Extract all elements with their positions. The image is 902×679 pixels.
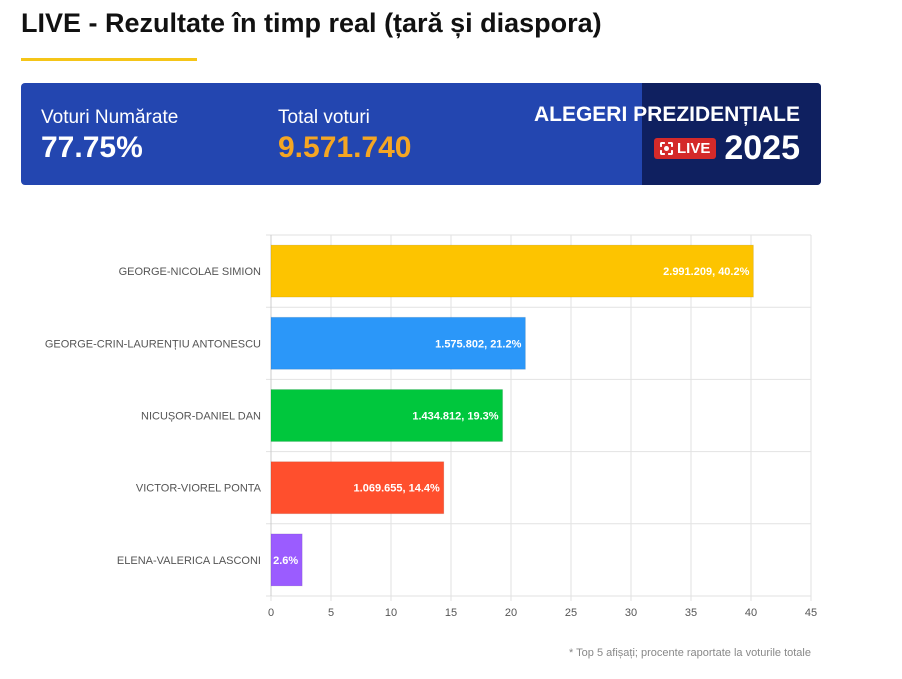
data-label: 2.6% <box>273 555 298 567</box>
bar <box>270 533 303 587</box>
category-label: NICUȘOR-DANIEL DAN <box>141 411 261 423</box>
year: 2025 <box>724 129 800 167</box>
data-label: 1.069.655, 14.4% <box>354 483 440 495</box>
bar <box>270 244 754 298</box>
category-label: GEORGE-NICOLAE SIMION <box>119 266 261 278</box>
results-banner: Voturi Numărate 77.75% Total voturi 9.57… <box>21 83 821 185</box>
live-icon <box>660 142 674 155</box>
counted-value: 77.75% <box>41 131 143 164</box>
total-stat: Total voturi 9.571.740 <box>278 107 411 165</box>
brand-title: ALEGERI PREZIDENȚIALE <box>533 103 800 126</box>
x-tick-label: 10 <box>385 607 397 619</box>
category-label: ELENA-VALERICA LASCONI <box>117 555 261 567</box>
banner-brand-panel <box>642 83 821 185</box>
bar <box>270 316 526 370</box>
category-label: VICTOR-VIOREL PONTA <box>136 483 262 495</box>
x-tick-label: 0 <box>268 607 274 619</box>
bar <box>270 389 504 442</box>
data-label: 2.991.209, 40.2% <box>663 266 749 278</box>
counted-label: Voturi Numărate <box>41 107 179 128</box>
title-underline <box>21 58 197 61</box>
x-tick-label: 40 <box>745 607 757 619</box>
x-tick-label: 15 <box>445 607 457 619</box>
page-title: LIVE - Rezultate în timp real (țară și d… <box>21 8 602 38</box>
category-label: GEORGE-CRIN-LAURENȚIU ANTONESCU <box>45 338 261 350</box>
live-label: LIVE <box>677 140 711 157</box>
x-tick-label: 35 <box>685 607 697 619</box>
total-value: 9.571.740 <box>278 131 412 164</box>
x-tick-label: 5 <box>328 607 334 619</box>
bar <box>270 461 445 515</box>
counted-stat: Voturi Numărate 77.75% <box>41 107 178 165</box>
data-label: 1.434.812, 19.3% <box>412 411 498 423</box>
x-tick-label: 25 <box>565 607 577 619</box>
brand: ALEGERI PREZIDENȚIALE LIVE 2025 <box>534 103 800 168</box>
x-tick-label: 45 <box>805 607 817 619</box>
live-badge: LIVE <box>654 138 717 159</box>
data-label: 1.575.802, 21.2% <box>435 338 521 350</box>
x-tick-label: 20 <box>505 607 517 619</box>
footnote: * Top 5 afișați; procente raportate la v… <box>569 647 811 659</box>
total-label: Total voturi <box>278 107 370 128</box>
x-tick-label: 30 <box>625 607 637 619</box>
